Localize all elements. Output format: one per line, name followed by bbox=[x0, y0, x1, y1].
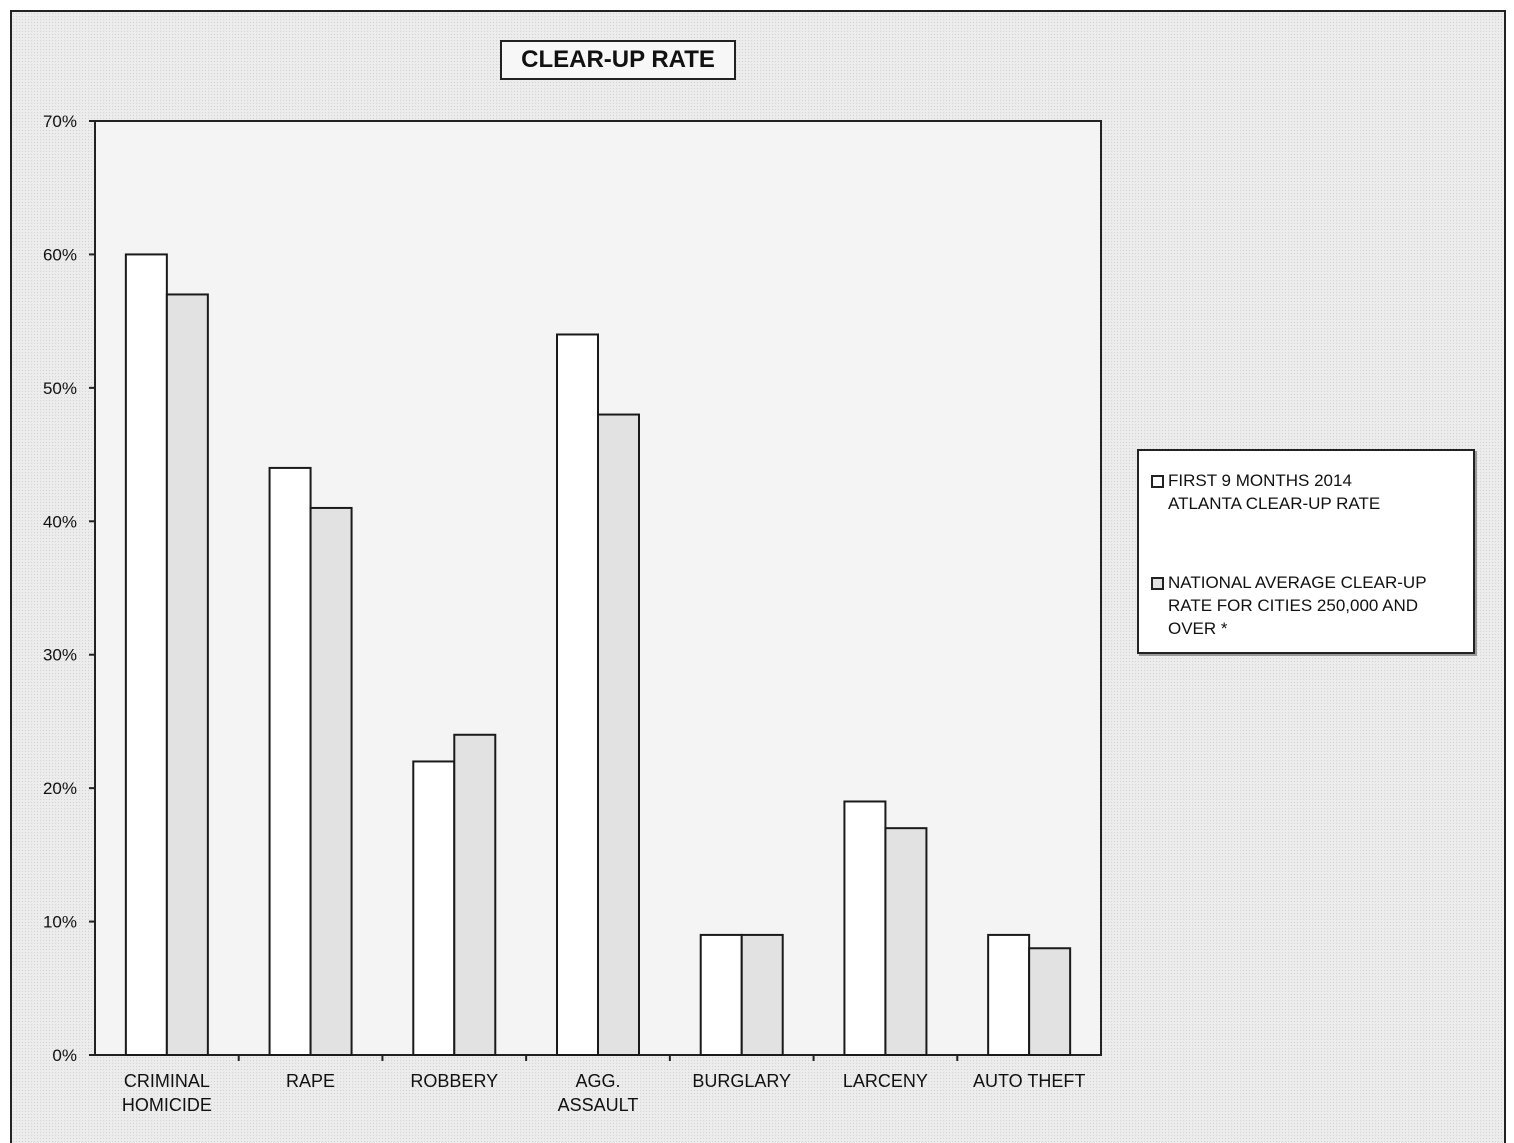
x-tick-label: AGG. bbox=[575, 1071, 620, 1091]
bar-national bbox=[1028, 947, 1072, 1056]
legend-label-national-line3: OVER * bbox=[1168, 619, 1228, 638]
bar-national bbox=[884, 827, 928, 1057]
bar-national bbox=[453, 733, 497, 1056]
legend-label-national-line1: NATIONAL AVERAGE CLEAR-UP bbox=[1168, 573, 1427, 592]
y-tick-label: 10% bbox=[43, 913, 77, 932]
legend-label-national-line2: RATE FOR CITIES 250,000 AND bbox=[1168, 596, 1419, 615]
bar-national bbox=[309, 506, 353, 1056]
bar-atlanta bbox=[556, 333, 599, 1056]
bar-national bbox=[597, 413, 640, 1056]
y-tick-label: 0% bbox=[52, 1046, 77, 1065]
legend-swatch-atlanta bbox=[1151, 475, 1164, 488]
x-tick-label: ROBBERY bbox=[410, 1071, 498, 1091]
x-tick-label: ASSAULT bbox=[558, 1095, 639, 1115]
bar-atlanta bbox=[268, 466, 312, 1056]
y-tick-label: 70% bbox=[43, 112, 77, 131]
legend-entry-national: NATIONAL AVERAGE CLEAR-UP RATE FOR CITIE… bbox=[1151, 573, 1468, 640]
bar-national bbox=[740, 933, 784, 1057]
bar-atlanta bbox=[699, 933, 743, 1057]
y-tick-label: 20% bbox=[43, 779, 77, 798]
x-tick-label: BURGLARY bbox=[692, 1071, 791, 1091]
x-tick-label: CRIMINAL bbox=[124, 1071, 210, 1091]
x-tick-label: RAPE bbox=[286, 1071, 335, 1091]
legend-entry-atlanta: FIRST 9 MONTHS 2014 ATLANTA CLEAR-UP RAT… bbox=[1151, 471, 1468, 515]
bar-national bbox=[165, 293, 209, 1056]
bar-atlanta bbox=[843, 800, 887, 1056]
legend-label-atlanta: FIRST 9 MONTHS 2014 ATLANTA CLEAR-UP RAT… bbox=[1168, 469, 1468, 515]
bar-atlanta bbox=[987, 933, 1031, 1057]
legend-label-atlanta-line2: ATLANTA CLEAR-UP RATE bbox=[1168, 494, 1381, 513]
chart-legend: FIRST 9 MONTHS 2014 ATLANTA CLEAR-UP RAT… bbox=[1137, 449, 1475, 654]
y-tick-label: 60% bbox=[43, 245, 77, 264]
x-tick-label: AUTO THEFT bbox=[973, 1071, 1085, 1091]
legend-label-atlanta-line1: FIRST 9 MONTHS 2014 bbox=[1168, 471, 1352, 490]
legend-label-national: NATIONAL AVERAGE CLEAR-UP RATE FOR CITIE… bbox=[1168, 571, 1468, 640]
bar-atlanta bbox=[124, 253, 168, 1056]
y-tick-label: 30% bbox=[43, 646, 77, 665]
x-tick-label: LARCENY bbox=[843, 1071, 928, 1091]
y-tick-label: 50% bbox=[43, 379, 77, 398]
chart-title: CLEAR-UP RATE bbox=[500, 40, 736, 80]
x-tick-label: HOMICIDE bbox=[122, 1095, 212, 1115]
legend-swatch-national bbox=[1151, 577, 1164, 590]
bar-atlanta bbox=[412, 760, 456, 1056]
y-tick-label: 40% bbox=[43, 512, 77, 531]
